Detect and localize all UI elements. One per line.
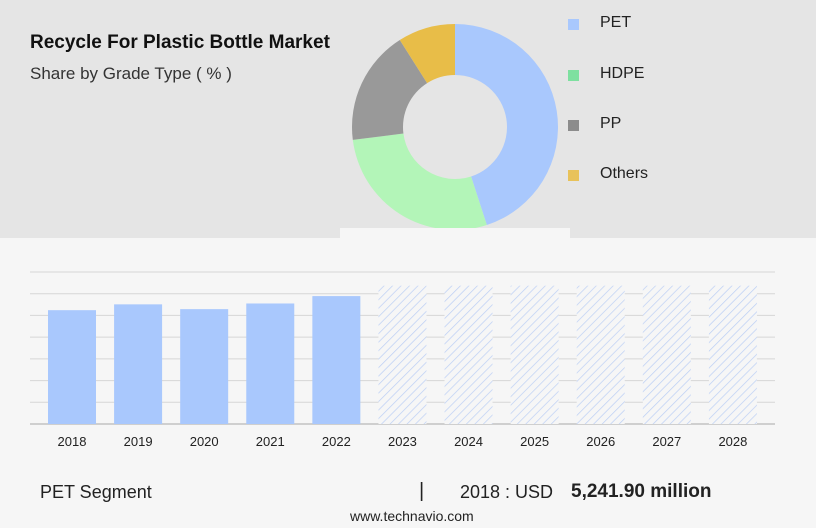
x-tick-label: 2022 (322, 434, 351, 449)
x-tick-label: 2023 (388, 434, 417, 449)
base-year-value: 5,241.90 million (571, 481, 712, 502)
forecast-bar-2023 (378, 285, 427, 424)
donut-slice-pet (455, 24, 558, 225)
legend-swatch (568, 120, 579, 131)
forecast-bar-2024 (444, 285, 493, 424)
x-tick-label: 2024 (454, 434, 483, 449)
segment-label: PET Segment (40, 482, 152, 502)
forecast-bar-2025 (510, 285, 559, 424)
chart-title: Recycle For Plastic Bottle Market (30, 32, 330, 53)
forecast-bar-2027 (642, 285, 691, 424)
bar-chart: 2018 2019 2020 2021 2022 2023 2024 2025 2026 2027… (30, 271, 775, 449)
forecast-bar-2028 (708, 285, 757, 424)
x-tick-label: 2026 (586, 434, 615, 449)
bar-2020 (180, 309, 229, 424)
donut-clip (340, 228, 570, 244)
donut-slice-pp (352, 40, 428, 140)
legend-label: Others (600, 165, 649, 182)
source-url: www.technavio.com (350, 508, 474, 524)
forecast-bar-2026 (576, 285, 625, 424)
x-tick-label: 2020 (190, 434, 219, 449)
legend-label: PET (600, 14, 632, 31)
x-tick-label: 2021 (256, 434, 285, 449)
x-tick-label: 2027 (652, 434, 681, 449)
chart-subtitle: Share by Grade Type ( % ) (30, 64, 232, 83)
donut-slice-others (399, 24, 455, 84)
x-tick-label: 2028 (718, 434, 747, 449)
x-tick-label: 2018 (58, 434, 87, 449)
base-year-label: 2018 : USD (460, 482, 554, 502)
bar-2018 (48, 310, 96, 424)
legend-label: PP (600, 115, 622, 132)
legend-swatch (568, 19, 579, 30)
legend-label: HDPE (600, 65, 645, 82)
bar-2019 (114, 304, 163, 424)
bar-2021 (246, 303, 295, 424)
x-tick-label: 2019 (124, 434, 153, 449)
donut-chart (340, 24, 570, 244)
bar-2022 (312, 296, 361, 424)
donut-slice-hdpe (352, 133, 487, 230)
legend-swatch (568, 170, 579, 181)
x-tick-label: 2025 (520, 434, 549, 449)
footer-separator: | (419, 480, 425, 502)
legend-swatch (568, 70, 579, 81)
